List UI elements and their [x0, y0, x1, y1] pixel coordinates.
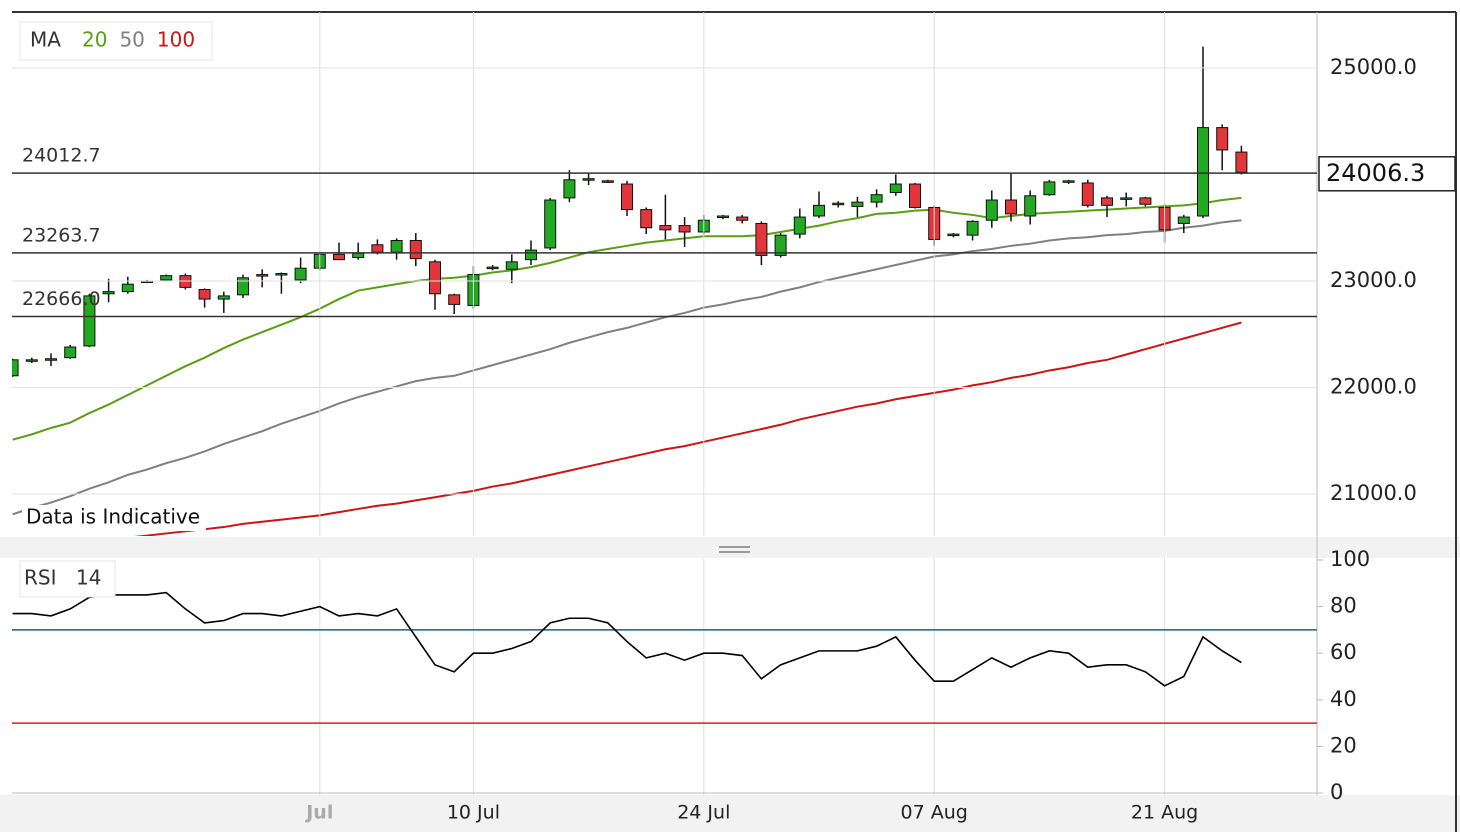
- candle-body: [601, 180, 614, 183]
- candle-body: [1062, 180, 1075, 183]
- candle-body: [985, 199, 998, 221]
- y-tick-label: 40: [1330, 687, 1357, 711]
- note: Data is Indicative: [26, 505, 200, 529]
- candle-body: [832, 202, 845, 206]
- rsi-legend-box: [19, 560, 116, 598]
- candle-body: [544, 199, 557, 249]
- candle-body: [333, 253, 345, 261]
- candle-body: [678, 225, 691, 233]
- candle-body: [429, 261, 441, 295]
- rsi-legend-label: RSI: [24, 566, 57, 590]
- candle-body: [1081, 182, 1094, 206]
- candle-body: [390, 239, 403, 253]
- main-plot: [12, 46, 1248, 536]
- y-tick-label: 60: [1330, 640, 1357, 664]
- candle-body: [1235, 151, 1248, 173]
- candle-body: [45, 358, 57, 361]
- candle-body: [966, 220, 979, 236]
- y-tick-label: 0: [1330, 780, 1343, 804]
- candle-body: [352, 252, 365, 259]
- ma-legend-box: [19, 21, 213, 61]
- candle-body: [640, 209, 653, 229]
- candle-body: [563, 179, 576, 199]
- y-tick-label: 23000.0: [1330, 268, 1417, 292]
- candle-body: [371, 244, 384, 253]
- candle-body: [294, 267, 307, 281]
- series-line: [134, 321, 1242, 536]
- candle-body: [1139, 197, 1152, 205]
- series-line: [12, 591, 1242, 687]
- candle-body: [1197, 127, 1209, 217]
- series-line: [12, 196, 1242, 441]
- level-label: 24012.7: [22, 145, 101, 167]
- candle-body: [237, 277, 249, 296]
- y-tick-label: 21000.0: [1330, 481, 1417, 505]
- candle-body: [505, 261, 518, 270]
- candle-body: [1101, 197, 1113, 206]
- candle-body: [275, 273, 288, 276]
- x-tick-label: 21 Aug: [1131, 802, 1198, 824]
- y-tick-label: 25000.0: [1330, 55, 1417, 79]
- candle-body: [179, 275, 192, 288]
- x-tick-label: 10 Jul: [447, 802, 500, 824]
- candle-body: [889, 183, 902, 194]
- candle-body: [12, 359, 19, 377]
- legend-entry: 100: [157, 28, 195, 52]
- x-tick-label: Jul: [304, 802, 333, 824]
- legend-entry: 14: [76, 566, 101, 590]
- candle-body: [256, 274, 269, 277]
- candle-body: [582, 178, 595, 181]
- candle-body: [659, 225, 672, 231]
- candle-body: [64, 346, 77, 359]
- candle-body: [25, 359, 38, 362]
- level-label: 23263.7: [22, 224, 101, 246]
- candle-body: [83, 295, 96, 347]
- candle-body: [947, 233, 960, 237]
- candle-body: [717, 215, 729, 218]
- last-price: 24006.3: [1326, 159, 1425, 187]
- y-tick-label: 100: [1330, 547, 1370, 571]
- candle-body: [217, 295, 230, 300]
- candle-body: [1177, 216, 1190, 224]
- legend-entry: 20: [82, 28, 107, 52]
- x-tick-label: 24 Jul: [677, 802, 730, 824]
- y-tick-label: 22000.0: [1330, 375, 1417, 399]
- note-box: [22, 505, 206, 531]
- candle-body: [102, 291, 115, 295]
- candle-body: [736, 216, 749, 221]
- series-line: [12, 219, 1242, 516]
- candle-body: [1024, 195, 1037, 217]
- candle-body: [851, 201, 864, 207]
- candle-body: [198, 288, 211, 300]
- candle-body: [909, 183, 921, 208]
- last-price-box: [1318, 156, 1456, 192]
- candle-body: [121, 283, 134, 293]
- candle-body: [1005, 199, 1017, 215]
- x-tick-label: 07 Aug: [901, 802, 968, 824]
- candle-body: [409, 239, 422, 260]
- candle-body: [870, 194, 883, 203]
- y-tick-label: 80: [1330, 594, 1357, 618]
- candle-body: [774, 234, 787, 256]
- x-axis-strip: [0, 795, 1460, 832]
- ma-legend-label: MA: [30, 28, 61, 52]
- candle-body: [486, 266, 499, 270]
- candle-body: [813, 204, 825, 217]
- candle-body: [755, 222, 768, 256]
- legend-entry: 50: [119, 28, 144, 52]
- candle-body: [448, 294, 461, 305]
- candle-body: [1216, 127, 1229, 151]
- candle-body: [1043, 181, 1056, 196]
- candle-body: [621, 183, 633, 211]
- y-tick-label: 20: [1330, 733, 1357, 757]
- candle-body: [1120, 197, 1133, 200]
- level-label: 22666.0: [22, 288, 101, 310]
- candle-body: [525, 249, 537, 261]
- candle-body: [160, 275, 173, 281]
- candle-body: [793, 216, 806, 235]
